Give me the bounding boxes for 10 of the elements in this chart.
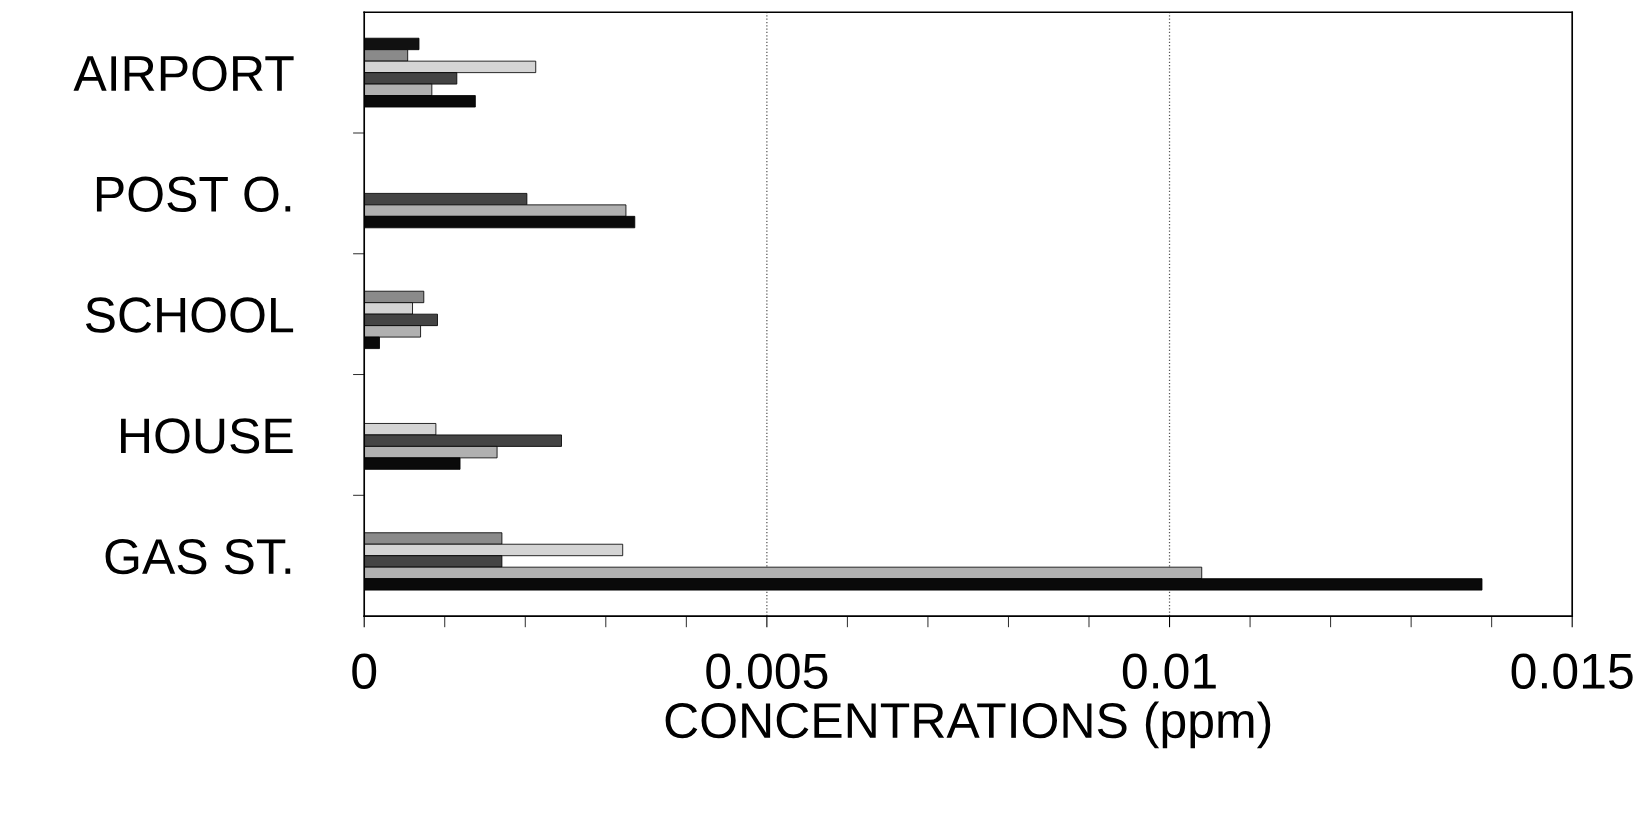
y-tick-label: AIRPORT	[73, 55, 294, 92]
x-tick-label: 0.005	[706, 653, 828, 689]
x-tick-label: 0.015	[1511, 653, 1633, 689]
y-tick-label: GAS ST.	[105, 538, 291, 575]
x-tick-label: 0.01	[1122, 653, 1216, 689]
x-tick-label: 0	[352, 653, 377, 689]
y-tick-label: HOUSE	[121, 418, 293, 454]
y-tick-label: POST O.	[96, 176, 291, 212]
y-tick-label: SCHOOL	[85, 297, 294, 333]
x-axis-title: CONCENTRATIONS (ppm)	[665, 701, 1271, 749]
